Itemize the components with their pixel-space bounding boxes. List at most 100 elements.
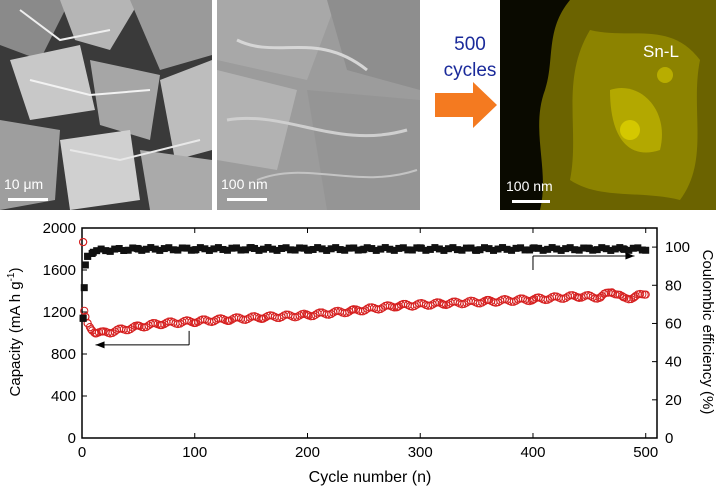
efficiency-point [530,244,538,252]
capacity-point [121,326,131,335]
scale-label-high-mag: 100 nm [221,176,268,192]
x-tick-label: 500 [633,444,658,461]
efficiency-point [81,261,89,269]
cycles-count: 500 [454,34,486,55]
efficiency-point [508,246,516,254]
efficiency-point [381,244,389,252]
capacity-point [424,301,433,310]
efficiency-point [593,246,601,254]
efficiency-point [642,246,650,254]
efficiency-point [237,246,245,254]
efficiency-point [426,245,434,253]
efficiency-point [512,244,520,252]
scale-label-eds: 100 nm [506,178,553,194]
efficiency-point [368,245,376,253]
capacity-point [80,306,89,315]
scale-bar-low-mag [8,198,48,201]
capacity-point [460,299,469,309]
capacity-point [327,309,336,319]
efficiency-point [156,246,164,254]
y-tick-label-right: 60 [665,315,682,332]
efficiency-point [129,244,137,252]
efficiency-point [440,246,448,254]
efficiency-point [287,246,295,254]
scale-bar-eds [512,200,550,203]
y-tick-label-left: 800 [51,346,76,363]
efficiency-point [467,244,475,252]
capacity-point [527,296,536,305]
efficiency-point [160,245,168,253]
efficiency-point [548,244,556,252]
x-tick-label: 0 [78,444,86,461]
efficiency-point [620,245,628,253]
efficiency-point [453,246,461,254]
cycling-chart: 0 100 200 300 400 500 0 400 800 1200 1600 2000 0 20 40… [6,220,716,486]
efficiency-point [205,246,213,254]
efficiency-point [147,244,155,252]
efficiency-point [323,246,331,254]
efficiency-point [444,245,452,253]
arrow-to-right-axis-head [625,252,635,260]
efficiency-point [435,245,443,253]
y-tick-label-left: 0 [68,430,76,447]
efficiency-point [142,245,150,253]
efficiency-point [431,244,439,252]
sem-image-high-mag: 100 nm [217,0,420,210]
efficiency-point [251,244,258,252]
efficiency-point [490,246,498,254]
chart-axes: 0 100 200 300 400 500 0 400 800 1200 1600 2000 0 20 40… [43,220,690,461]
capacity-point [209,317,219,326]
y-tick-label-left: 400 [51,388,76,405]
efficiency-point [399,244,407,252]
efficiency-point [196,244,204,252]
efficiency-point [476,246,484,254]
efficiency-point [363,244,371,252]
efficiency-point [629,244,637,252]
capacity-point [561,293,570,303]
efficiency-point [314,244,322,252]
efficiency-point [165,244,173,252]
efficiency-point [327,245,335,253]
efficiency-point [602,245,610,253]
efficiency-point [219,245,227,253]
capacity-point [293,312,302,321]
efficiency-point [318,245,326,253]
efficiency-point [124,246,132,254]
efficiency-point [580,244,588,252]
capacity-point [110,327,119,336]
efficiency-point [634,244,642,252]
efficiency-point [462,244,470,252]
sem-image-low-mag: 10 μm [0,0,212,210]
efficiency-point [106,247,114,255]
efficiency-point [386,245,394,253]
efficiency-point [260,245,268,253]
capacity-point [586,291,595,300]
efficiency-point [115,245,123,253]
efficiency-point [336,246,344,254]
efficiency-point [97,245,105,253]
efficiency-point [278,244,286,252]
capacity-point [410,301,419,311]
efficiency-point [422,246,430,254]
efficiency-point [404,246,412,254]
efficiency-point [485,245,493,253]
scale-label-low-mag: 10 μm [4,176,44,192]
chart-marks [79,237,650,349]
efficiency-point [589,246,597,254]
capacity-point [259,314,268,323]
arrow-to-left-axis [95,330,190,349]
y-tick-label-left: 1200 [43,304,76,321]
efficiency-point [575,246,583,254]
y-tick-label-right: 40 [665,354,682,371]
x-axis-title: Cycle number (n) [309,469,432,486]
y-tick-label-right: 20 [665,392,682,409]
efficiency-point [372,246,380,254]
efficiency-point [557,246,565,254]
efficiency-point [174,246,182,254]
capacity-point [617,291,627,301]
efficiency-point [183,244,191,252]
efficiency-point [291,246,299,254]
x-tick-label: 300 [408,444,433,461]
efficiency-point [395,244,403,252]
capacity-point [175,319,185,328]
